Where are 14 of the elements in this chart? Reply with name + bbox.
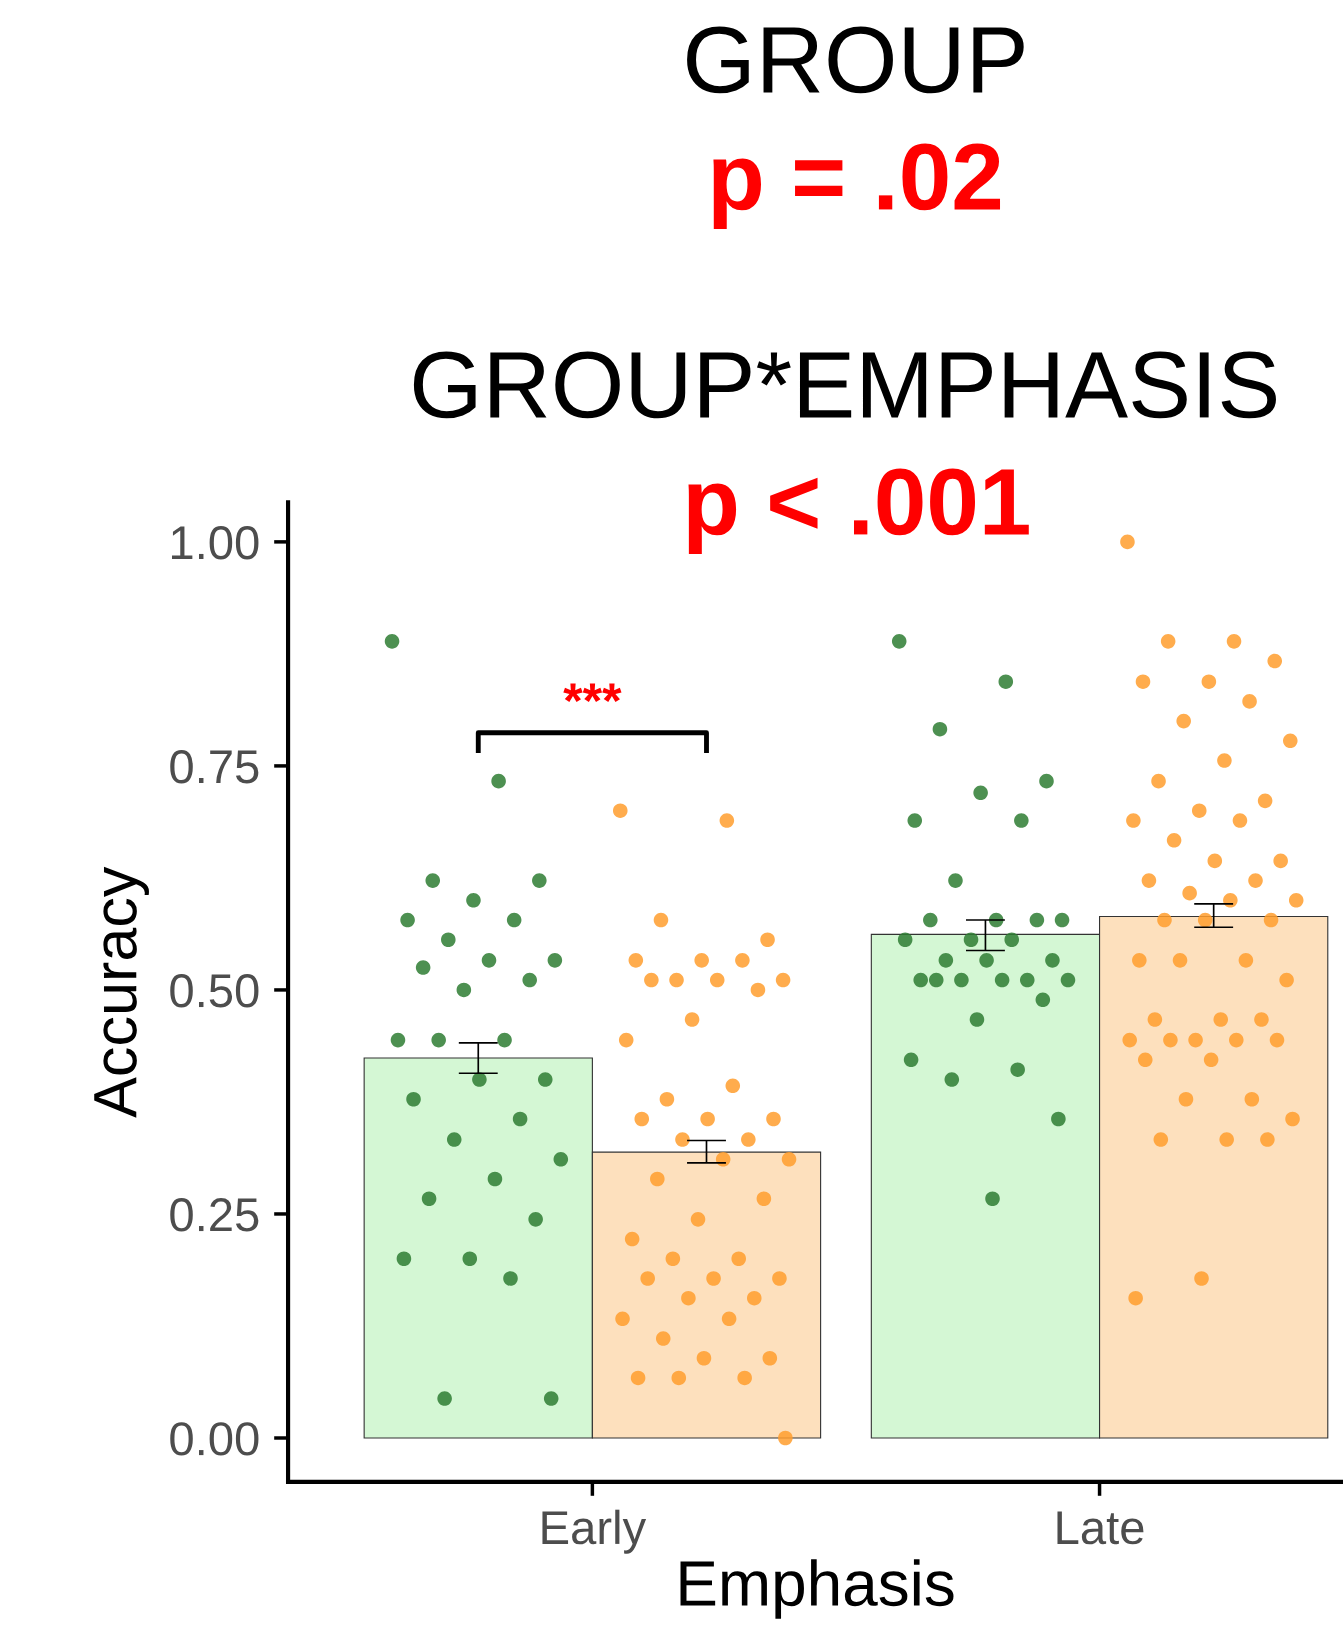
annotation: p < .001 [688, 468, 1029, 555]
x-axis-title: Emphasis [680, 1559, 954, 1619]
x-tick-label: Late [1057, 1511, 1144, 1545]
x-tick-label: Early [542, 1509, 647, 1554]
y-tick-label: 1.00 [172, 526, 259, 560]
text: GROUP*EMPHASIS [413, 351, 1276, 419]
y-axis-title: Accuracy [94, 866, 149, 1118]
annotation: *** [563, 683, 622, 703]
text: p = .02 [713, 143, 1001, 230]
chart-title: GROUP [687, 26, 1024, 94]
y-tick-label: 0.25 [170, 1198, 259, 1232]
y-tick-label: 0.50 [170, 974, 259, 1008]
y-tick-label: 0.75 [170, 750, 259, 784]
y-tick-label: 0.00 [170, 1422, 259, 1456]
